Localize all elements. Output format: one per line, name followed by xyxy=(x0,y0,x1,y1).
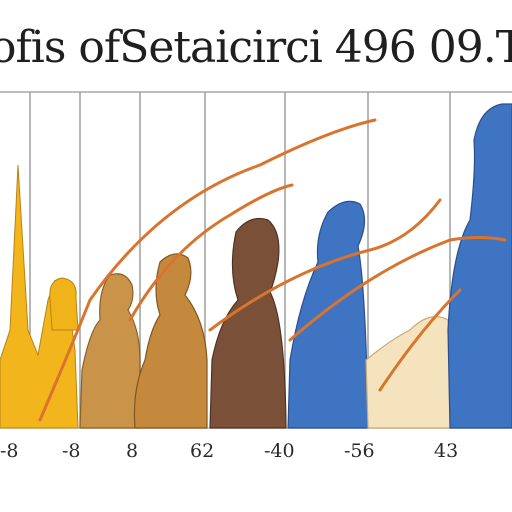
tick-label: -40 xyxy=(264,440,295,462)
tick-label: -8 xyxy=(62,440,81,462)
stick-line xyxy=(128,183,294,322)
brown-figure xyxy=(209,217,287,429)
illustration-title: ofis ofSetaicirci 496 09.TS xyxy=(0,22,512,73)
cream-figure xyxy=(365,316,453,429)
stick-line xyxy=(38,118,377,422)
stick-line xyxy=(208,198,442,332)
blue-figure-small xyxy=(287,200,369,429)
tan-figure-1 xyxy=(79,273,141,429)
tick-label: 43 xyxy=(434,440,459,462)
tan-figure-2 xyxy=(133,253,208,429)
stick-line xyxy=(378,288,462,392)
tick-label: 8 xyxy=(126,440,139,462)
tick-label: -56 xyxy=(344,440,375,462)
tick-label: -8 xyxy=(0,440,19,462)
yellow-head-figure xyxy=(49,277,79,331)
tick-label: 62 xyxy=(190,440,215,462)
curved-sticks xyxy=(38,118,507,422)
blue-figure-large xyxy=(447,103,512,429)
stick-line xyxy=(288,236,507,342)
yellow-spike-figure xyxy=(0,164,79,429)
